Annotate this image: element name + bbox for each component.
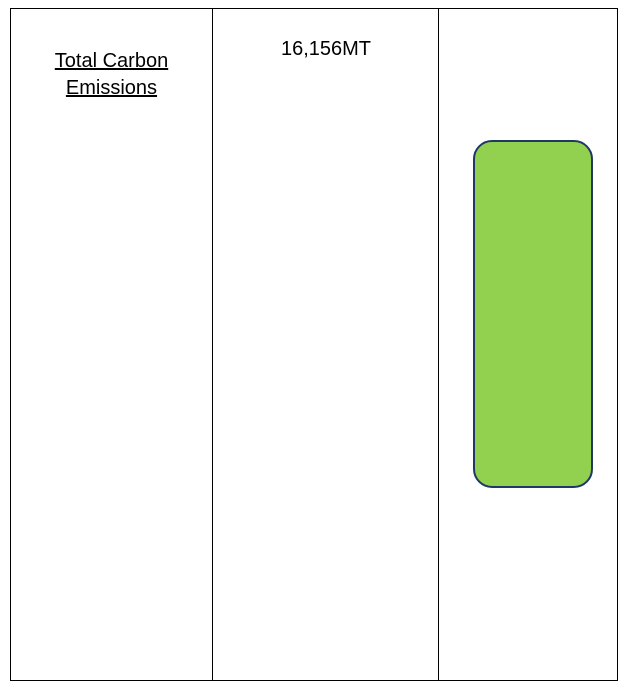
- table: Total Carbon Emissions 16,156MT: [10, 8, 618, 681]
- cell: [439, 9, 617, 680]
- column-divider: [438, 9, 439, 680]
- metric-label: Total Carbon Emissions: [54, 50, 169, 99]
- indicator: [473, 140, 593, 488]
- column-divider: [212, 9, 213, 680]
- status-indicator: [473, 140, 593, 488]
- metric-value: 16,156MT: [280, 38, 372, 60]
- cell: Total Carbon Emissions: [11, 9, 212, 680]
- cell: 16,156MT: [213, 9, 439, 680]
